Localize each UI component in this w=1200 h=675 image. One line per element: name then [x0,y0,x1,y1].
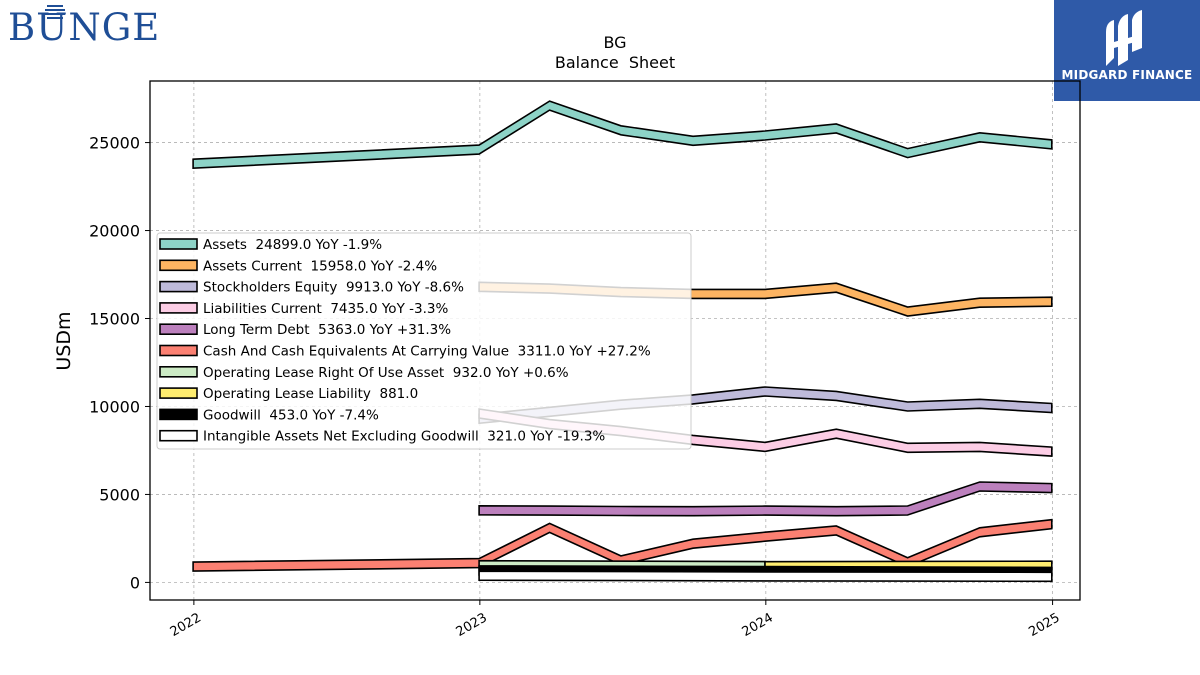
legend: Assets 24899.0 YoY -1.9% Assets Current 1… [156,232,692,450]
series-band-assets [192,100,1053,170]
legend-swatch-liabilities-current [159,302,198,314]
y-tick-label: 15000 [89,310,140,329]
legend-label-cash-and-cash-equivalents-at-carrying-value: Cash And Cash Equivalents At Carrying Va… [203,344,651,360]
bunge-globe-icon [45,5,65,19]
midgard-logo-text: MIDGARD FINANCE [1061,68,1193,82]
bunge-logo-text: BUNGE [8,6,161,49]
legend-label-operating-lease-liability: Operating Lease Liability 881.0 [203,386,418,402]
bunge-logo: BUNGE [4,2,176,50]
x-tick-label: 2024 [740,610,776,640]
x-tick-label: 2023 [454,610,490,640]
x-tick-label: 2022 [168,610,204,640]
legend-swatch-assets-current [159,259,198,272]
y-axis-label: USDm [53,311,75,370]
legend-swatch-long-term-debt [159,323,198,336]
midgard-finance-logo: MIDGARD FINANCE [1054,0,1200,101]
series-band-long-term-debt [478,481,1053,517]
y-tick-label: 0 [130,573,140,592]
legend-swatch-goodwill [159,408,198,421]
legend-swatch-assets [159,238,198,250]
series-band-cash-and-cash-equivalents-at-carrying-value [192,518,1053,572]
midgard-mark-icon [1106,10,1142,66]
legend-swatch-operating-lease-liability [159,387,198,399]
legend-label-intangible-assets-net-excluding-goodwill: Intangible Assets Net Excluding Goodwill… [203,429,605,445]
legend-label-goodwill: Goodwill 453.0 YoY -7.4% [203,407,379,423]
legend-swatch-cash-and-cash-equivalents-at-carrying-value [159,344,198,357]
legend-swatch-intangible-assets-net-excluding-goodwill [159,429,198,442]
y-tick-label: 10000 [89,397,140,416]
x-tick-label: 2025 [1026,610,1062,640]
chart-title: BG [603,33,626,52]
legend-label-stockholders-equity: Stockholders Equity 9913.0 YoY -8.6% [203,280,464,296]
legend-label-assets: Assets 24899.0 YoY -1.9% [203,237,382,253]
legend-label-liabilities-current: Liabilities Current 7435.0 YoY -3.3% [203,301,448,317]
y-tick-label: 25000 [89,134,140,153]
legend-label-operating-lease-right-of-use-asset: Operating Lease Right Of Use Asset 932.0… [203,365,569,381]
legend-label-assets-current: Assets Current 15958.0 YoY -2.4% [203,258,437,274]
legend-label-long-term-debt: Long Term Debt 5363.0 YoY +31.3% [203,322,451,338]
legend-swatch-operating-lease-right-of-use-asset [159,365,198,378]
series-band-intangible-assets-net-excluding-goodwill [478,570,1053,583]
y-tick-label: 5000 [99,485,140,504]
plot-frame [149,80,1081,601]
legend-box [156,232,692,450]
legend-swatch-stockholders-equity [159,280,198,293]
chart-subtitle: Balance Sheet [555,53,675,72]
y-tick-label: 20000 [89,222,140,241]
